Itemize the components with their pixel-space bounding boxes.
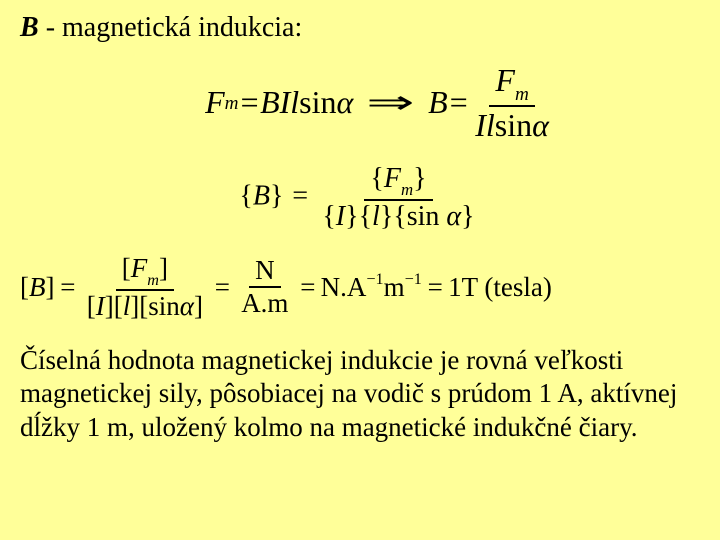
f3-eq2: = xyxy=(213,272,231,303)
f2-rb1: } xyxy=(270,180,283,211)
f3-eq3: = xyxy=(298,272,316,303)
f3-eq4: = xyxy=(426,272,444,303)
definition-paragraph: Číselná hodnota magnetickej indukcie je … xyxy=(20,344,700,445)
f3-rbr1: ] xyxy=(46,272,55,302)
f1-BIl: BIl xyxy=(260,84,299,121)
f2-l: l xyxy=(372,201,380,232)
f1-eq2: = xyxy=(448,84,470,121)
f1-den-alpha: α xyxy=(532,107,549,143)
f3-lbr1: [ xyxy=(20,272,29,302)
f2-lb1: { xyxy=(239,180,252,211)
formula-row-2: {B} = {Fm} {I}{l}{sin α} xyxy=(20,163,700,233)
f1-den-sin: sin xyxy=(495,107,532,143)
f2-rb2: } xyxy=(413,163,426,194)
f3-m1: −1 xyxy=(366,270,383,288)
f3-lbr2: [ xyxy=(122,253,131,283)
formula1-right: B = Fm Ilsinα xyxy=(428,62,555,143)
f1-frac: Fm Ilsinα xyxy=(469,62,555,143)
f1-Fsub: m xyxy=(225,93,239,115)
f3-rbr4: ] xyxy=(130,291,139,321)
formula2: {B} = {Fm} {I}{l}{sin α} xyxy=(239,163,480,233)
f1-alpha: α xyxy=(337,84,354,121)
heading-dash: - xyxy=(39,12,62,43)
f3-T: T xyxy=(462,272,478,302)
f1-num-sub: m xyxy=(515,84,529,105)
formula1-left: Fm = BIlsinα xyxy=(205,84,353,121)
f1-num-F: F xyxy=(495,62,515,98)
heading: B - magnetická indukcia: xyxy=(20,12,700,44)
f3-m: m xyxy=(384,272,405,302)
f3-rbr3: ] xyxy=(105,291,114,321)
f2-lb2: { xyxy=(370,163,383,194)
heading-text: magnetická indukcia: xyxy=(62,12,302,43)
f3-F: F xyxy=(131,253,148,283)
f2-lb4: { xyxy=(359,201,372,232)
f3-den1: [I][l][sinα] xyxy=(81,291,209,322)
f1-eq: = xyxy=(238,84,260,121)
formula-row-1: Fm = BIlsinα ⇒ B = Fm Ilsinα xyxy=(20,62,700,143)
f1-den-Il: Il xyxy=(475,107,495,143)
f3-lbr5: [ xyxy=(139,291,148,321)
f2-alpha: α xyxy=(446,201,461,232)
f2-num: {Fm} xyxy=(364,163,432,201)
f3-tesla: (tesla) xyxy=(478,272,552,302)
f1-den: Ilsinα xyxy=(469,107,555,143)
f1-num: Fm xyxy=(489,62,534,107)
f2-frac: {Fm} {I}{l}{sin α} xyxy=(316,163,480,233)
f1-B: B xyxy=(428,84,448,121)
f2-rb3: } xyxy=(345,201,358,232)
f2-F: F xyxy=(384,163,401,194)
f2-lb5: { xyxy=(393,201,406,232)
f3-N: N xyxy=(249,255,281,288)
f3-lhs: [B] xyxy=(20,272,55,303)
f3-B: B xyxy=(29,272,46,302)
f3-NA: N.A xyxy=(321,272,367,302)
f2-B: B xyxy=(253,180,270,211)
f2-Fsub: m xyxy=(401,180,413,199)
f3-num1: [Fm] xyxy=(116,253,174,291)
f3-eq1: = xyxy=(59,272,77,303)
f2-den: {I}{l}{sin α} xyxy=(316,201,480,233)
f2-rb5: } xyxy=(461,201,474,232)
f2-sin: sin xyxy=(407,201,440,232)
f1-sin: sin xyxy=(299,84,336,121)
f3-alpha: α xyxy=(180,291,194,321)
f3-m2: −1 xyxy=(405,270,422,288)
arrow-icon: ⇒ xyxy=(367,83,415,121)
f3-lbr4: [ xyxy=(114,291,123,321)
f3-I: I xyxy=(96,291,105,321)
f3-frac2: N A.m xyxy=(235,255,294,319)
heading-variable: B xyxy=(20,12,39,43)
f2-eq: = xyxy=(290,180,309,211)
f3-rbr5: ] xyxy=(194,291,203,321)
f3-Am: A.m xyxy=(235,288,294,319)
formula-row-3: [B] = [Fm] [I][l][sinα] = N A.m = N.A−1m… xyxy=(20,253,700,322)
f3-sin: sin xyxy=(148,291,180,321)
f2-lb3: { xyxy=(322,201,335,232)
f3-one: 1 xyxy=(448,272,462,302)
f2-I: I xyxy=(336,201,345,232)
f2-rb4: } xyxy=(380,201,393,232)
f3-rbr2: ] xyxy=(159,253,168,283)
f3-Fsub: m xyxy=(147,271,159,289)
f3-lbr3: [ xyxy=(87,291,96,321)
f3-units: N.A−1m−1 xyxy=(321,272,422,303)
f1-F: F xyxy=(205,84,225,121)
f3-frac1: [Fm] [I][l][sinα] xyxy=(81,253,209,322)
f3-result: 1T (tesla) xyxy=(448,272,552,303)
